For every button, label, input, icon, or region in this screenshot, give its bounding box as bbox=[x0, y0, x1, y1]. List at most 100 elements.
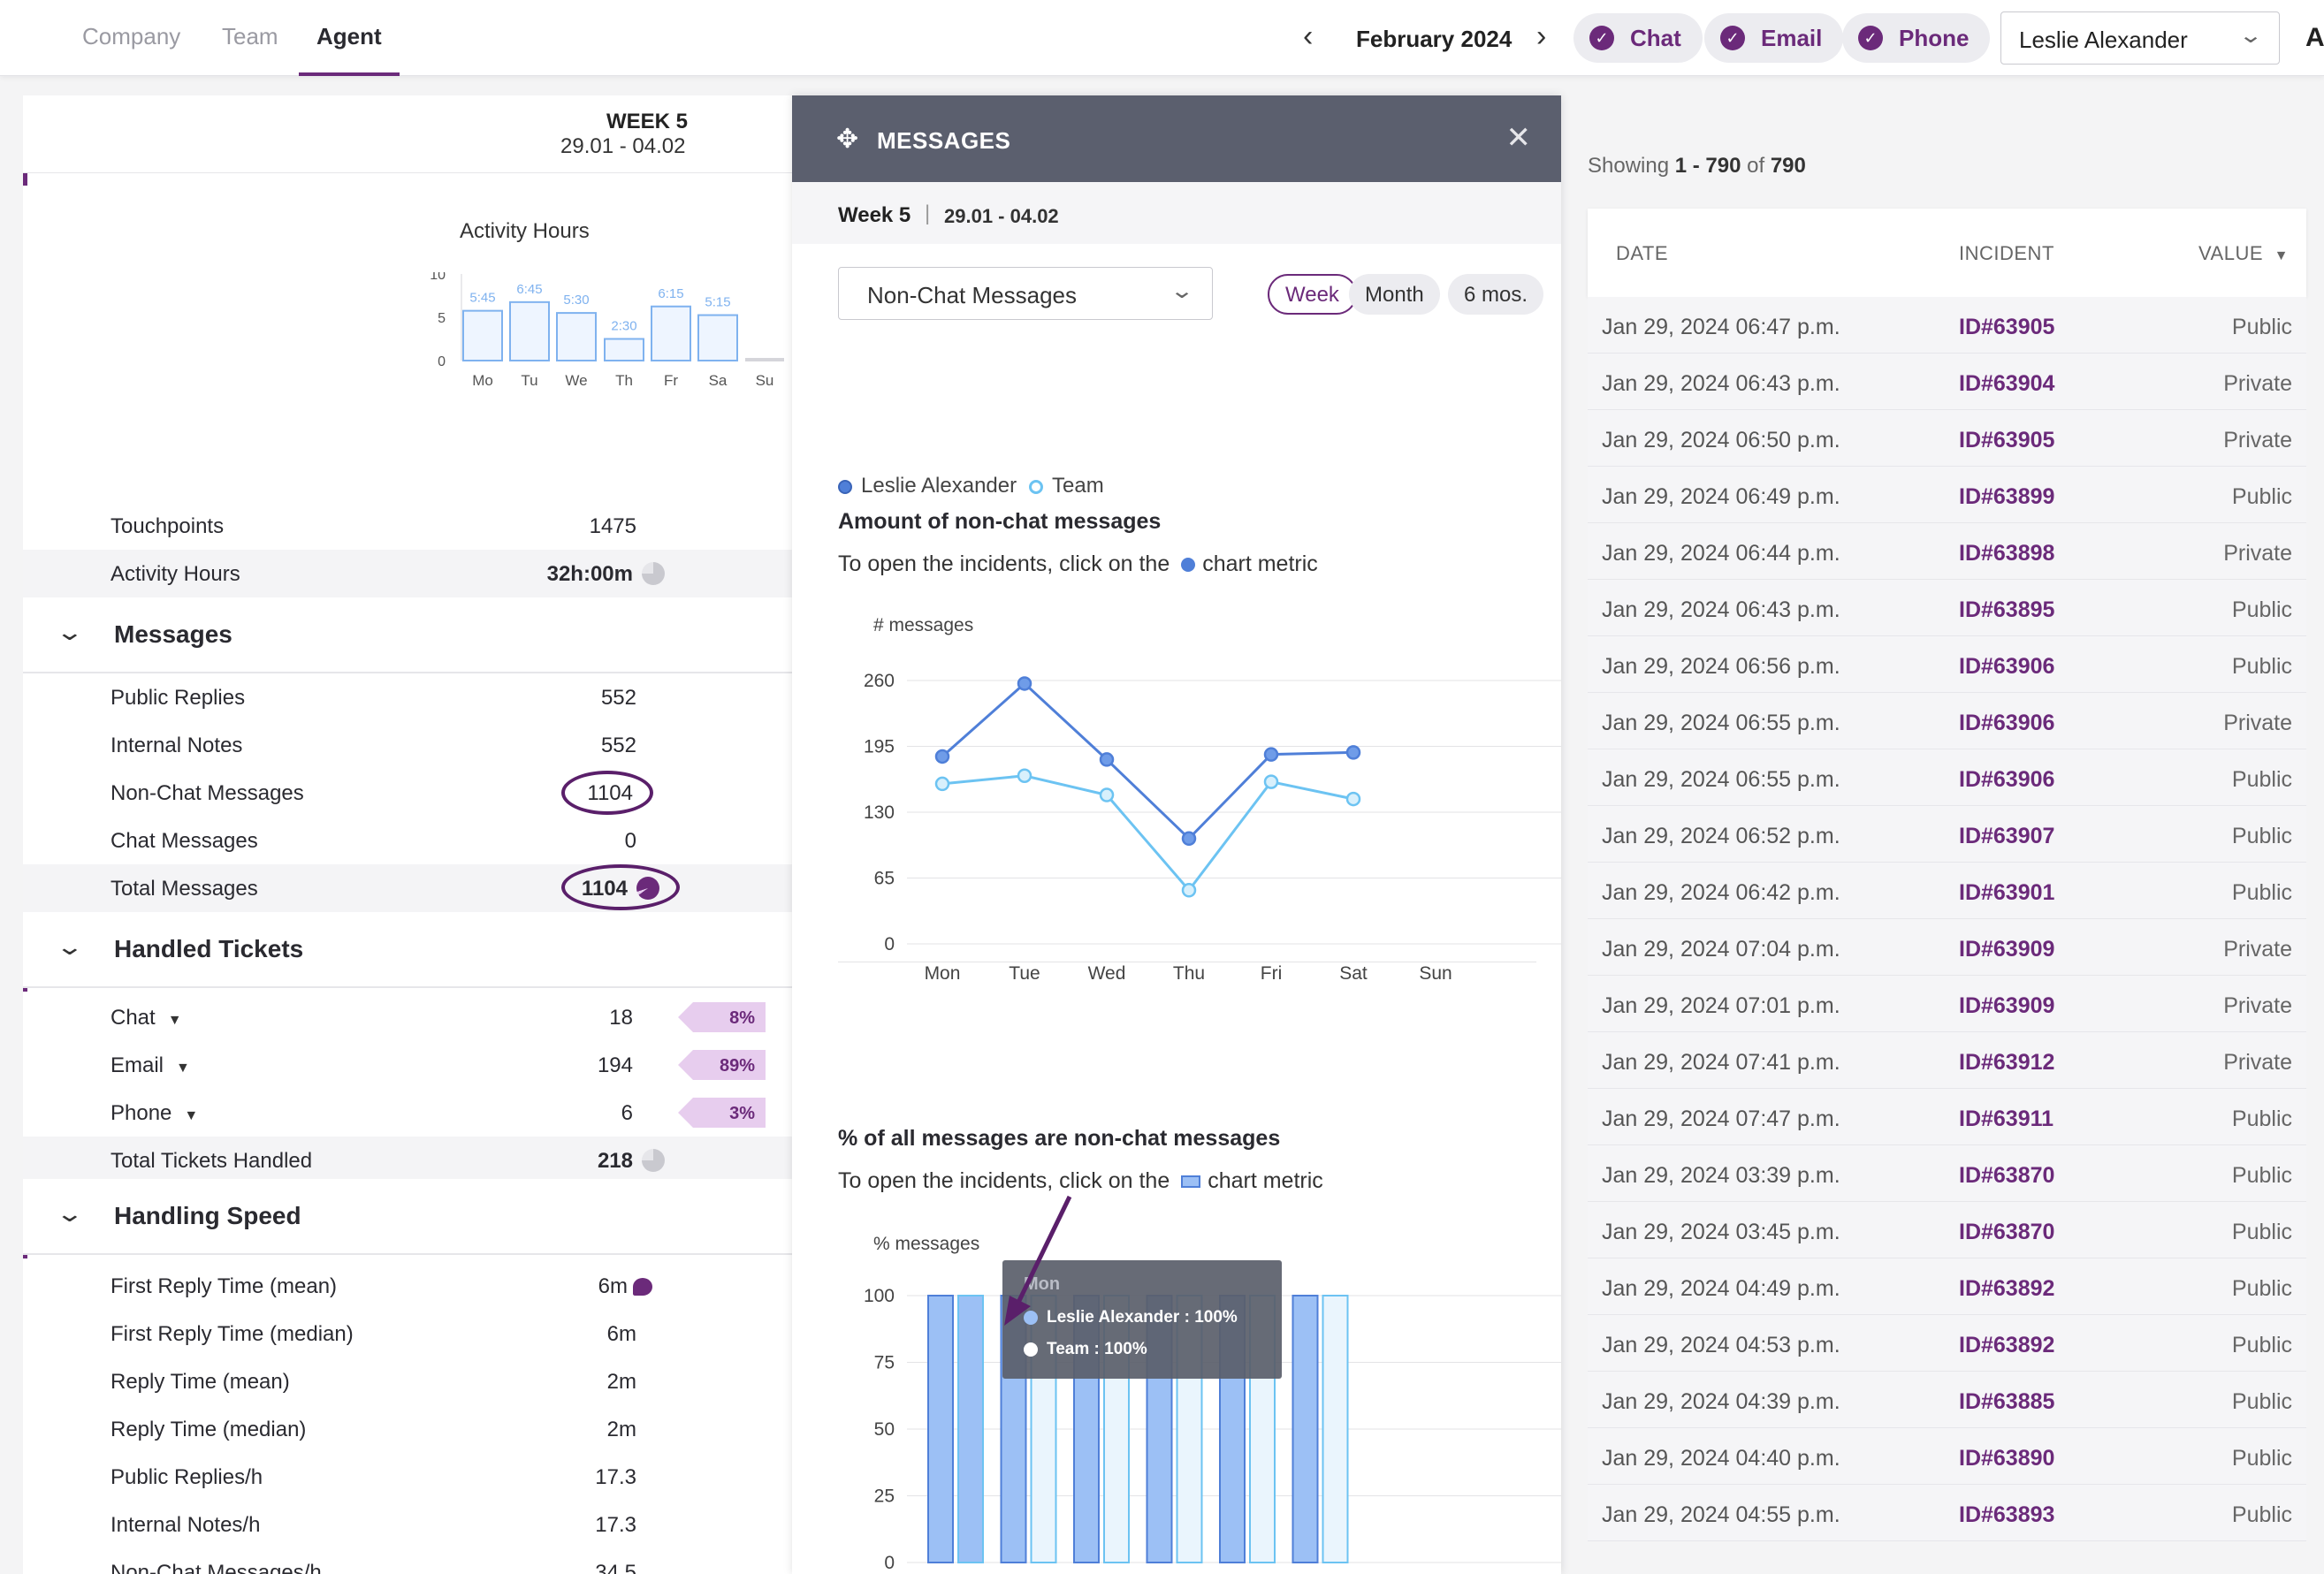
row-label: First Reply Time (median) bbox=[110, 1322, 354, 1346]
range-week-button[interactable]: Week bbox=[1268, 274, 1357, 315]
cell-incident-link[interactable]: ID#63870 bbox=[1959, 1220, 2055, 1244]
channel-filter-email[interactable]: ✓ Email bbox=[1704, 13, 1844, 63]
table-row[interactable]: Jan 29, 2024 03:39 p.m. ID#63870 Public bbox=[1588, 1145, 2306, 1202]
cell-date: Jan 29, 2024 04:40 p.m. bbox=[1602, 1446, 1840, 1471]
channel-filter-chat[interactable]: ✓ Chat bbox=[1573, 13, 1703, 63]
bar-value-label: 5:15 bbox=[705, 295, 730, 310]
legend-item-agent[interactable]: Leslie Alexander bbox=[838, 474, 1017, 498]
week-label: WEEK 5 bbox=[606, 110, 689, 133]
cell-incident-link[interactable]: ID#63912 bbox=[1959, 1050, 2055, 1075]
table-row[interactable]: Jan 29, 2024 06:49 p.m. ID#63899 Public bbox=[1588, 467, 2306, 523]
range-6mos-button[interactable]: 6 mos. bbox=[1448, 274, 1544, 315]
cell-incident-link[interactable]: ID#63898 bbox=[1959, 541, 2055, 566]
table-row[interactable]: Jan 29, 2024 06:55 p.m. ID#63906 Public bbox=[1588, 749, 2306, 806]
cell-incident-link[interactable]: ID#63905 bbox=[1959, 315, 2055, 339]
y-tick-label: 5 bbox=[438, 311, 446, 326]
table-row[interactable]: Jan 29, 2024 07:04 p.m. ID#63909 Private bbox=[1588, 919, 2306, 976]
cell-incident-link[interactable]: ID#63906 bbox=[1959, 654, 2055, 679]
table-row[interactable]: Jan 29, 2024 04:53 p.m. ID#63892 Public bbox=[1588, 1315, 2306, 1372]
table-row[interactable]: Jan 29, 2024 07:47 p.m. ID#63911 Public bbox=[1588, 1089, 2306, 1145]
cell-incident-link[interactable]: ID#63909 bbox=[1959, 993, 2055, 1018]
close-icon[interactable]: ✕ bbox=[1505, 121, 1532, 155]
pie-chart-icon[interactable] bbox=[642, 1149, 665, 1172]
column-header-date[interactable]: DATE bbox=[1616, 242, 1669, 264]
tickets-phone-row[interactable]: Phone ▼ 6 3% bbox=[23, 1089, 792, 1137]
table-row[interactable]: Jan 29, 2024 06:43 p.m. ID#63904 Private bbox=[1588, 354, 2306, 410]
table-row[interactable]: Jan 29, 2024 04:49 p.m. ID#63892 Public bbox=[1588, 1258, 2306, 1315]
modal-week-range: 29.01 - 04.02 bbox=[944, 205, 1059, 227]
table-row[interactable]: Jan 29, 2024 03:45 p.m. ID#63870 Public bbox=[1588, 1202, 2306, 1258]
table-row[interactable]: Jan 29, 2024 06:47 p.m. ID#63905 Public bbox=[1588, 297, 2306, 354]
data-point bbox=[934, 776, 950, 792]
table-row[interactable]: Jan 29, 2024 04:55 p.m. ID#63893 Public bbox=[1588, 1485, 2306, 1541]
cell-incident-link[interactable]: ID#63909 bbox=[1959, 937, 2055, 962]
activity-hours-row: Activity Hours 32h:00m bbox=[23, 550, 792, 597]
comment-icon[interactable] bbox=[633, 1278, 652, 1296]
table-row[interactable]: Jan 29, 2024 07:01 p.m. ID#63909 Private bbox=[1588, 976, 2306, 1032]
column-header-value[interactable]: VALUE ▼ bbox=[2198, 242, 2289, 265]
table-row[interactable]: Jan 29, 2024 06:52 p.m. ID#63907 Public bbox=[1588, 806, 2306, 863]
tab-team[interactable]: Team bbox=[222, 23, 278, 49]
table-row[interactable]: Jan 29, 2024 06:56 p.m. ID#63906 Public bbox=[1588, 636, 2306, 693]
cell-date: Jan 29, 2024 03:39 p.m. bbox=[1602, 1163, 1840, 1188]
table-row[interactable]: Jan 29, 2024 04:39 p.m. ID#63885 Public bbox=[1588, 1372, 2306, 1428]
section-title: Handling Speed bbox=[114, 1202, 301, 1229]
activity-hours-chart[interactable]: 10 5 0 5:45 Mo 6:45 Tu 5:30 We 2:30 Th 6:15 Fr 5:15 Sa… bbox=[412, 272, 792, 573]
bar-agent bbox=[927, 1295, 954, 1563]
column-header-incident[interactable]: INCIDENT bbox=[1959, 242, 2054, 264]
check-icon: ✓ bbox=[1858, 26, 1883, 50]
table-row[interactable]: Jan 29, 2024 07:41 p.m. ID#63912 Private bbox=[1588, 1032, 2306, 1089]
tickets-email-row[interactable]: Email ▼ 194 89% bbox=[23, 1041, 792, 1089]
non-chat-messages-line-chart[interactable]: # messages 260 195 130 65 0 Mon Tue Wed Thu Fri Sat… bbox=[792, 599, 1561, 1015]
handled-tickets-section-header[interactable]: ⌄ Handled Tickets bbox=[23, 912, 792, 988]
table-row[interactable]: Jan 29, 2024 04:40 p.m. ID#63890 Public bbox=[1588, 1428, 2306, 1485]
cell-value: Public bbox=[2231, 1163, 2292, 1188]
cell-incident-link[interactable]: ID#63906 bbox=[1959, 711, 2055, 735]
x-tick-label: Fri bbox=[1261, 963, 1283, 984]
cell-incident-link[interactable]: ID#63893 bbox=[1959, 1502, 2055, 1527]
tooltip-title: Mon bbox=[1024, 1274, 1061, 1294]
chevron-down-icon: ⌄ bbox=[2237, 24, 2264, 48]
legend-item-team[interactable]: Team bbox=[1029, 474, 1104, 498]
handling-speed-section-header[interactable]: ⌄ Handling Speed bbox=[23, 1179, 792, 1255]
table-row[interactable]: Jan 29, 2024 06:55 p.m. ID#63906 Private bbox=[1588, 693, 2306, 749]
cell-incident-link[interactable]: ID#63892 bbox=[1959, 1333, 2055, 1357]
cell-incident-link[interactable]: ID#63899 bbox=[1959, 484, 2055, 509]
cell-incident-link[interactable]: ID#63904 bbox=[1959, 371, 2055, 396]
cell-incident-link[interactable]: ID#63911 bbox=[1959, 1106, 2054, 1131]
modal-header[interactable]: ✥ MESSAGES ✕ bbox=[792, 95, 1561, 182]
modal-title: MESSAGES bbox=[877, 127, 1011, 154]
agent-select[interactable]: Leslie Alexander ⌄ bbox=[2000, 11, 2280, 65]
table-row[interactable]: Jan 29, 2024 06:50 p.m. ID#63905 Private bbox=[1588, 410, 2306, 467]
cell-incident-link[interactable]: ID#63905 bbox=[1959, 428, 2055, 452]
metric-select[interactable]: Non-Chat Messages ⌄ bbox=[838, 267, 1213, 320]
showing-prefix: Showing bbox=[1588, 154, 1670, 178]
move-icon[interactable]: ✥ bbox=[836, 125, 859, 154]
row-value: 2m bbox=[606, 1370, 636, 1394]
table-row[interactable]: Jan 29, 2024 06:42 p.m. ID#63901 Public bbox=[1588, 863, 2306, 919]
cell-incident-link[interactable]: ID#63907 bbox=[1959, 824, 2055, 848]
cell-incident-link[interactable]: ID#63892 bbox=[1959, 1276, 2055, 1301]
range-month-button[interactable]: Month bbox=[1349, 274, 1440, 315]
cell-incident-link[interactable]: ID#63901 bbox=[1959, 880, 2055, 905]
cell-incident-link[interactable]: ID#63906 bbox=[1959, 767, 2055, 792]
x-tick-label: Sat bbox=[1339, 963, 1368, 984]
messages-section-header[interactable]: ⌄ Messages bbox=[23, 597, 792, 673]
cell-incident-link[interactable]: ID#63870 bbox=[1959, 1163, 2055, 1188]
y-tick-label: 130 bbox=[864, 802, 895, 823]
bar-value-label: 6:15 bbox=[658, 286, 683, 301]
tab-company[interactable]: Company bbox=[82, 23, 181, 49]
channel-filter-phone[interactable]: ✓ Phone bbox=[1842, 13, 1991, 63]
table-row[interactable]: Jan 29, 2024 06:44 p.m. ID#63898 Private bbox=[1588, 523, 2306, 580]
cell-incident-link[interactable]: ID#63890 bbox=[1959, 1446, 2055, 1471]
activity-bar bbox=[462, 309, 503, 361]
cell-date: Jan 29, 2024 04:39 p.m. bbox=[1602, 1389, 1840, 1414]
cell-incident-link[interactable]: ID#63885 bbox=[1959, 1389, 2055, 1414]
pie-chart-icon[interactable] bbox=[642, 562, 665, 585]
tickets-chat-row[interactable]: Chat ▼ 18 8% bbox=[23, 993, 792, 1041]
tab-agent[interactable]: Agent bbox=[316, 23, 382, 49]
next-month-icon[interactable]: › bbox=[1536, 19, 1547, 53]
cell-incident-link[interactable]: ID#63895 bbox=[1959, 597, 2055, 622]
table-row[interactable]: Jan 29, 2024 06:43 p.m. ID#63895 Public bbox=[1588, 580, 2306, 636]
prev-month-icon[interactable]: ‹ bbox=[1303, 19, 1314, 53]
